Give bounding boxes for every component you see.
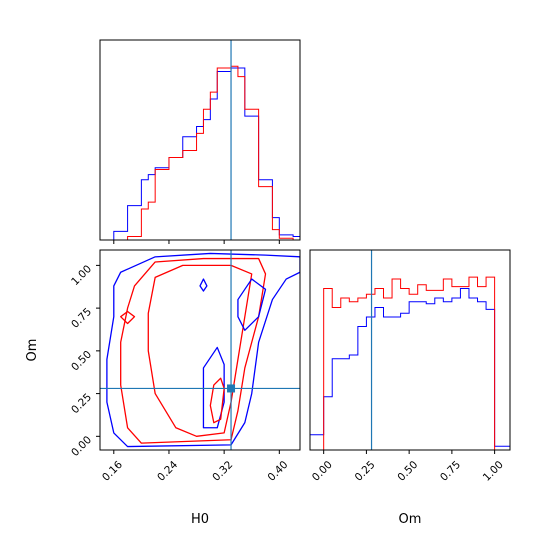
om-hist-tick-label-3: 0.75 — [438, 459, 463, 484]
truth-marker — [227, 384, 236, 393]
x-axis-label-h0: H0 — [191, 512, 209, 527]
om-hist-tick-label-4: 1.00 — [481, 459, 506, 484]
contour-line-6 — [120, 310, 136, 325]
om-hist-tick-label-1: 0.25 — [353, 459, 378, 484]
om-tick-label-0: 0.00 — [69, 434, 94, 459]
om-tick-label-2: 0.50 — [69, 348, 94, 373]
contour-line-1 — [120, 257, 267, 444]
h0-histogram-frame — [99, 39, 301, 241]
om-tick-label-3: 0.75 — [69, 306, 94, 331]
om-histogram-series-1 — [323, 276, 496, 450]
om-tick-label-1: 0.25 — [69, 391, 94, 416]
h0-om-contour-panel: 0.16 0.24 0.32 0.40 0.00 0.25 0.50 0.75 1.00 H0… — [25, 249, 301, 527]
h0-tick-label-2: 0.32 — [210, 459, 235, 484]
contour-line-4 — [209, 377, 225, 424]
h0-tick-label-1: 0.24 — [155, 459, 180, 484]
contour-line-0 — [106, 252, 300, 448]
h0-tick-label-0: 0.16 — [100, 459, 125, 484]
om-histogram-frame — [309, 249, 511, 451]
contour-line-7 — [199, 278, 208, 292]
om-hist-tick-label-2: 0.50 — [395, 459, 420, 484]
h0-om-contour-frame — [99, 249, 301, 451]
om-histogram-panel: 0.00 0.25 0.50 0.75 1.00 Om — [309, 249, 511, 527]
contour-line-2 — [147, 264, 253, 437]
h0-histogram-series-0 — [100, 67, 300, 240]
h0-tick-label-3: 0.40 — [266, 459, 291, 484]
x-axis-label-om: Om — [399, 512, 422, 527]
h0-histogram-panel — [99, 39, 301, 244]
om-tick-label-4: 1.00 — [69, 263, 94, 288]
h0-histogram-series-1 — [100, 65, 300, 240]
om-histogram-series-0 — [310, 288, 510, 450]
contour-line-5 — [237, 278, 267, 331]
om-hist-tick-label-0: 0.00 — [310, 459, 335, 484]
y-axis-label-om: Om — [25, 339, 40, 362]
